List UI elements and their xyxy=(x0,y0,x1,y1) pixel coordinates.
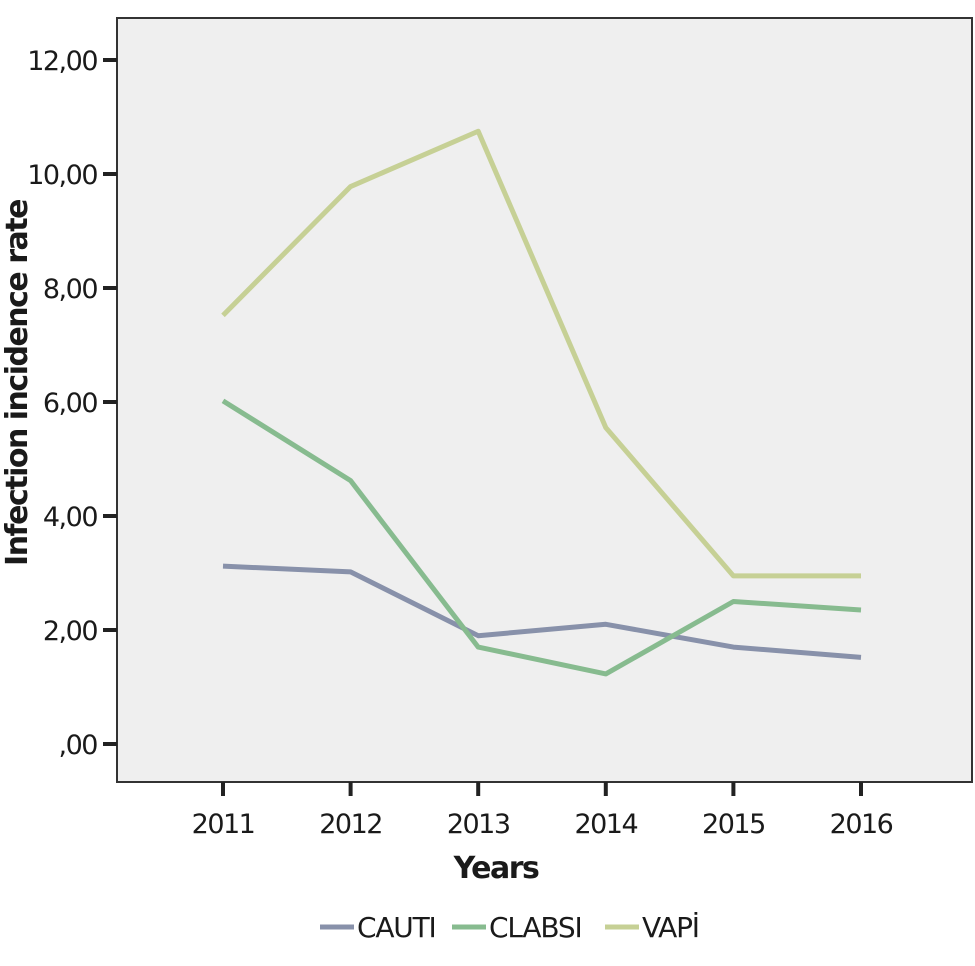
y-axis-title: Infection incidence rate xyxy=(0,200,35,566)
x-tick-label: 2013 xyxy=(447,809,510,840)
y-tick-label: 2,00 xyxy=(43,616,97,647)
y-tick-label: 4,00 xyxy=(43,502,97,533)
series-line-vapi xyxy=(221,128,861,579)
legend: CAUTI CLABSI VAPİ xyxy=(320,911,700,944)
y-tick-label: 6,00 xyxy=(43,388,97,419)
plot-area xyxy=(116,17,973,783)
x-axis: 2011 2012 2013 2014 2015 2016 xyxy=(192,782,894,840)
y-tick-label: 8,00 xyxy=(43,274,97,305)
x-tick-label: 2011 xyxy=(192,809,255,840)
x-tick-label: 2014 xyxy=(574,809,637,840)
series-line-clabsi xyxy=(221,398,862,677)
x-tick-label: 2012 xyxy=(319,809,382,840)
series-lines xyxy=(221,128,862,677)
legend-label: VAPİ xyxy=(642,911,699,944)
y-tick-label: 12,00 xyxy=(27,46,97,77)
y-tick-label: ,00 xyxy=(59,730,98,761)
legend-label: CAUTI xyxy=(357,911,436,944)
x-tick-label: 2016 xyxy=(830,809,893,840)
x-tick-label: 2015 xyxy=(702,809,765,840)
y-axis: ,00 2,00 4,00 6,00 8,00 10,00 12,00 xyxy=(27,46,117,761)
y-tick-label: 10,00 xyxy=(27,160,97,191)
legend-label: CLABSI xyxy=(489,911,582,944)
x-axis-title: Years xyxy=(453,851,539,886)
series-line-cauti xyxy=(222,563,862,660)
